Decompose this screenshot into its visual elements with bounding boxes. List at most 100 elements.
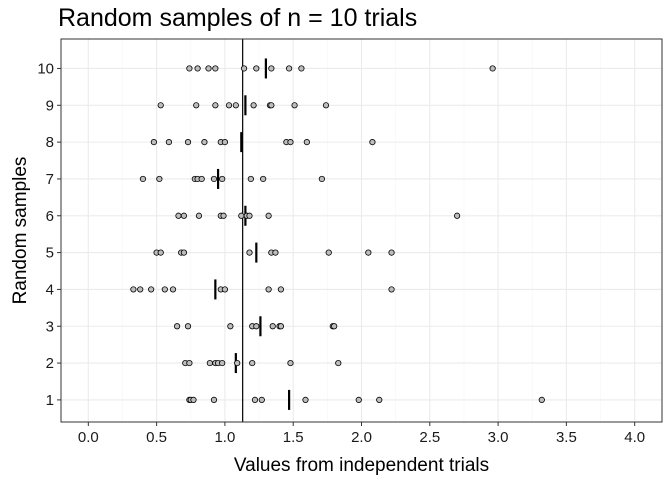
x-tick-label: 2.5 [419, 429, 440, 446]
data-point [322, 102, 330, 109]
chart-title: Random samples of n = 10 trials [58, 4, 418, 32]
x-tick-label: 1.5 [283, 429, 304, 446]
data-point [287, 139, 294, 146]
y-tick-label: 4 [46, 281, 54, 298]
x-tick-label: 0.0 [78, 429, 99, 446]
data-point [302, 396, 309, 404]
data-point [212, 102, 219, 109]
data-point [238, 212, 245, 219]
data-point [212, 65, 219, 72]
data-point [186, 359, 193, 367]
data-point [277, 286, 285, 293]
data-point [247, 175, 254, 183]
data-point [225, 102, 233, 109]
data-point [286, 65, 293, 72]
x-tick-label: 4.0 [624, 429, 645, 446]
data-point [268, 102, 275, 109]
data-point [184, 323, 192, 330]
data-point [260, 175, 267, 183]
data-point [269, 323, 276, 330]
data-point [190, 396, 197, 404]
data-point [194, 65, 201, 72]
data-point [251, 396, 259, 404]
data-point [221, 286, 229, 293]
data-point [298, 65, 305, 72]
x-tick-label: 3.0 [488, 429, 509, 446]
data-point [221, 139, 229, 146]
data-point [268, 65, 275, 72]
y-tick-label: 9 [46, 97, 54, 114]
data-point [206, 359, 213, 367]
y-tick-label: 1 [46, 392, 54, 409]
y-axis: 1 2 3 4 5 6 7 8 9 10 [37, 60, 61, 409]
data-point [175, 212, 182, 219]
y-tick-label: 7 [46, 171, 54, 188]
data-point [388, 249, 395, 256]
data-point [205, 65, 212, 72]
data-point [240, 65, 248, 72]
data-point [325, 249, 332, 256]
data-point [272, 249, 279, 256]
y-tick-label: 10 [37, 60, 54, 77]
x-tick-label: 2.0 [351, 429, 372, 446]
y-axis-label: Random samples [10, 157, 31, 305]
data-point [489, 65, 496, 72]
data-point [193, 102, 200, 109]
data-point [253, 65, 260, 72]
data-points-group [130, 65, 545, 404]
data-point [287, 359, 294, 367]
data-point [157, 249, 164, 256]
data-point [246, 249, 253, 256]
data-point [180, 249, 188, 256]
data-point [227, 323, 234, 330]
data-point [253, 323, 260, 330]
data-point [198, 175, 205, 183]
data-point [265, 286, 272, 293]
data-point [454, 212, 461, 219]
data-point [376, 396, 383, 404]
x-tick-label: 3.5 [556, 429, 577, 446]
data-point [184, 139, 192, 146]
data-point [303, 139, 310, 146]
data-point [157, 102, 164, 109]
data-point [249, 359, 256, 367]
data-point [250, 102, 257, 109]
data-point [219, 175, 226, 183]
data-point [195, 212, 203, 219]
data-point [137, 286, 144, 293]
data-point [258, 396, 265, 404]
data-point [156, 175, 163, 183]
data-point [331, 323, 338, 330]
data-point [232, 102, 239, 109]
data-point [130, 286, 137, 293]
data-point [234, 359, 241, 367]
data-point [265, 212, 272, 219]
data-point [201, 139, 208, 146]
data-point [148, 286, 155, 293]
data-point [165, 139, 173, 146]
data-point [291, 102, 298, 109]
data-point [180, 212, 188, 219]
data-point [538, 396, 545, 404]
y-tick-label: 5 [46, 245, 54, 262]
y-tick-label: 6 [46, 208, 54, 225]
data-point [388, 286, 395, 293]
data-point [335, 359, 342, 367]
data-point [355, 396, 362, 404]
data-point [365, 249, 372, 256]
data-point [220, 212, 227, 219]
grid-lines [61, 39, 662, 422]
data-point [139, 175, 147, 183]
data-point [219, 359, 226, 367]
data-point [318, 175, 325, 183]
data-point [210, 175, 218, 183]
data-point [186, 65, 193, 72]
data-point [150, 139, 157, 146]
x-tick-label: 1.0 [214, 429, 235, 446]
data-point [174, 323, 181, 330]
x-tick-label: 0.5 [146, 429, 167, 446]
sample-means-group [214, 58, 291, 410]
data-point [246, 212, 253, 219]
data-point [277, 323, 285, 330]
